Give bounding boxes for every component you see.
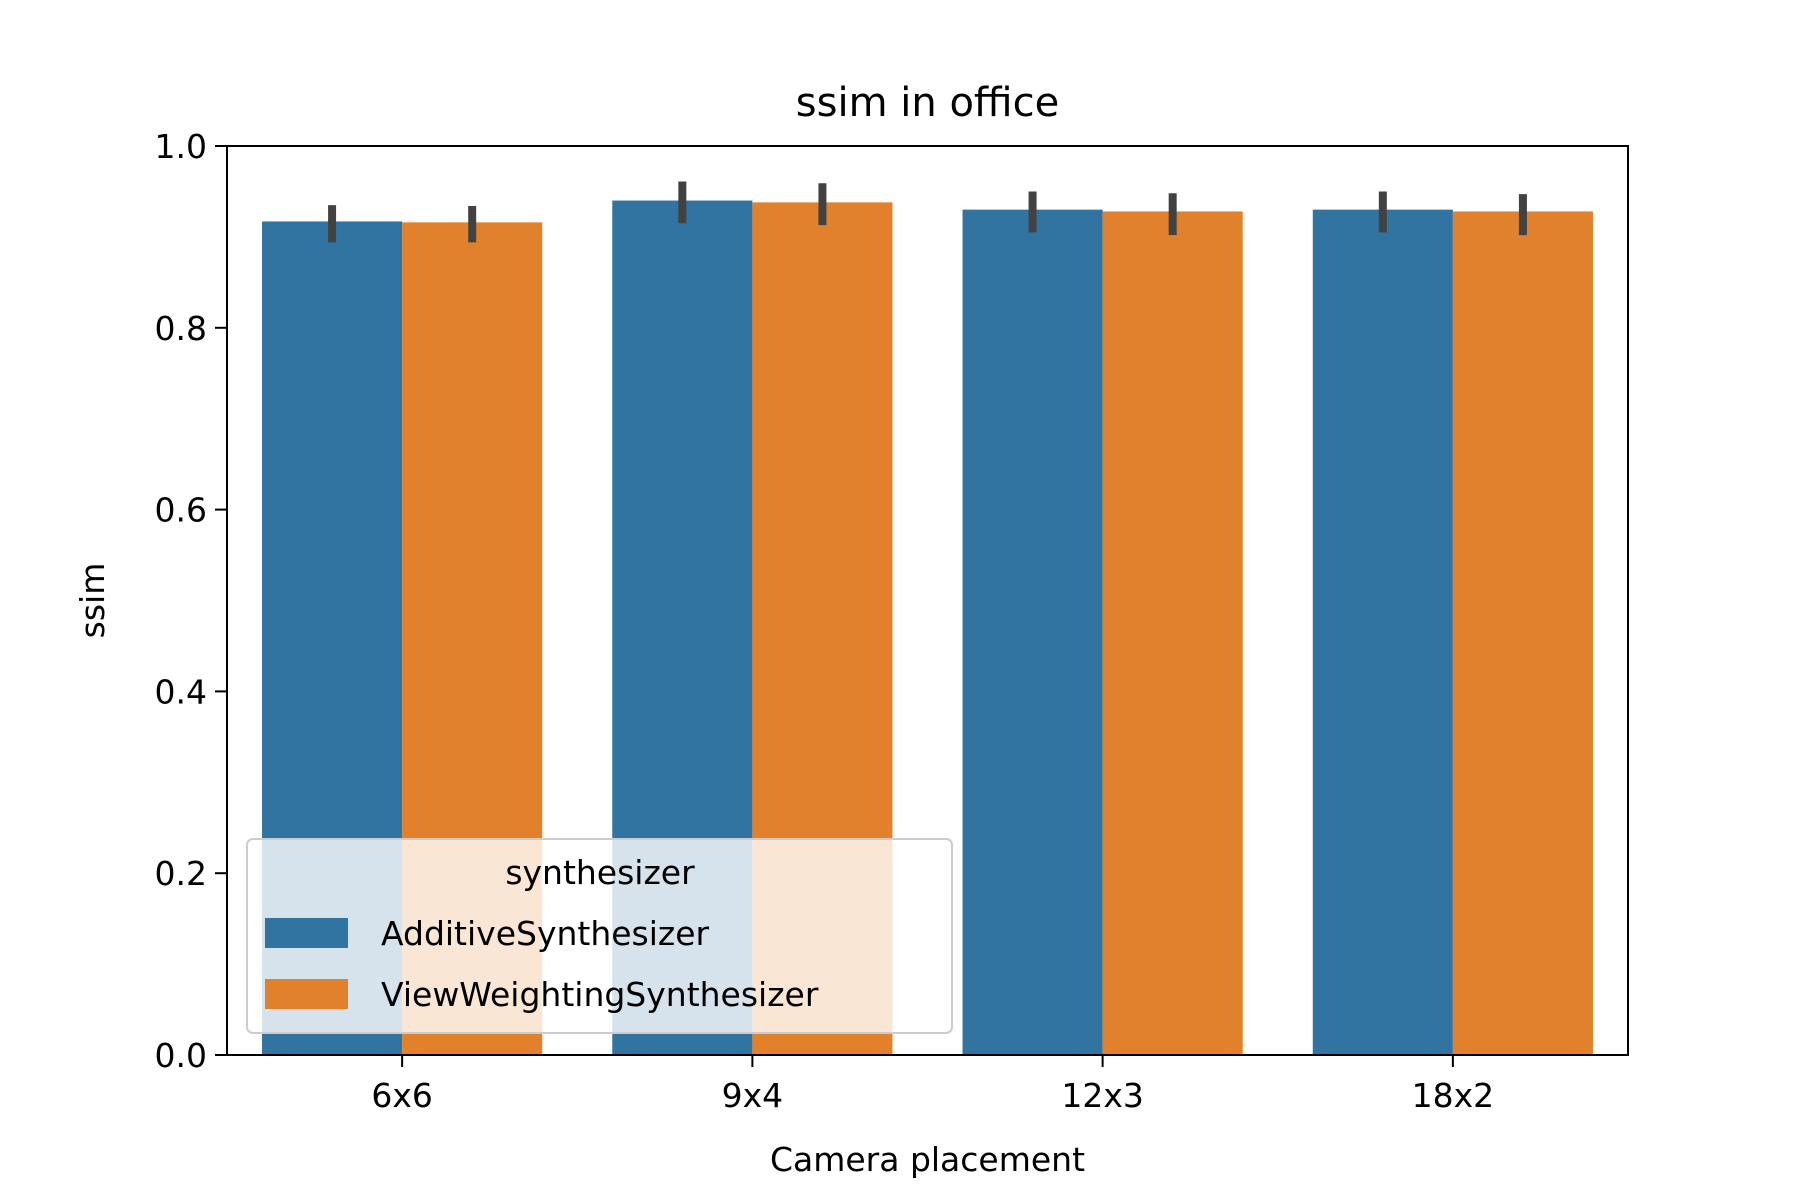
- y-tick-label: 0.0: [155, 1036, 207, 1075]
- y-tick-label: 0.8: [155, 309, 207, 348]
- bars-layer: [262, 200, 1593, 1056]
- legend-title: synthesizer: [505, 853, 695, 892]
- legend-label-AdditiveSynthesizer: AdditiveSynthesizer: [381, 914, 710, 953]
- legend-swatch-AdditiveSynthesizer: [265, 918, 348, 948]
- y-tick-label: 0.6: [155, 491, 207, 530]
- bar-AdditiveSynthesizer-18x2: [1312, 209, 1453, 1055]
- legend-label-ViewWeightingSynthesizer: ViewWeightingSynthesizer: [381, 975, 819, 1014]
- y-tick-label: 0.2: [155, 854, 207, 893]
- x-tick-label: 6x6: [371, 1076, 433, 1115]
- y-tick-label: 0.4: [155, 672, 207, 711]
- y-tick-label: 1.0: [155, 127, 207, 166]
- legend: synthesizer AdditiveSynthesizer ViewWeight…: [246, 838, 953, 1034]
- errorbars-layer: [328, 181, 1527, 243]
- x-axis-label: Camera placement: [770, 1140, 1085, 1179]
- y-axis-label: ssim: [73, 563, 112, 639]
- chart-title: ssim in office: [796, 80, 1059, 126]
- y-axis: 0.0 0.2 0.4 0.6 0.8 1.0: [155, 127, 227, 1075]
- bar-AdditiveSynthesizer-12x3: [962, 209, 1103, 1055]
- legend-swatch-ViewWeightingSynthesizer: [265, 979, 348, 1009]
- x-tick-label: 12x3: [1061, 1076, 1144, 1115]
- plot-frame: [226, 145, 1629, 1056]
- x-axis: 6x6 9x4 12x3 18x2: [371, 1055, 1494, 1115]
- legend-box: [246, 838, 953, 1034]
- bar-ViewWeightingSynthesizer-12x3: [1102, 211, 1243, 1055]
- bar-ViewWeightingSynthesizer-18x2: [1452, 211, 1593, 1055]
- x-tick-label: 18x2: [1412, 1076, 1495, 1115]
- x-tick-label: 9x4: [722, 1076, 784, 1115]
